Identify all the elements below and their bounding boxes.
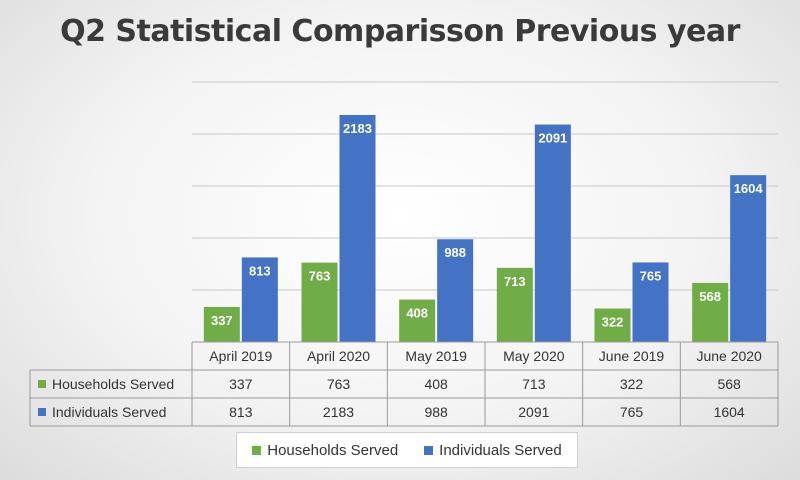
bar-households <box>301 262 338 342</box>
table-category-label: April 2019 <box>209 348 272 364</box>
table-category-label: June 2019 <box>599 348 665 364</box>
bar-individuals <box>632 262 669 342</box>
table-category-label: May 2020 <box>503 348 565 364</box>
data-label: 568 <box>699 289 721 304</box>
data-label: 2183 <box>343 121 372 136</box>
bar-individuals <box>437 239 474 342</box>
table-cell-value: 337 <box>229 376 253 392</box>
bar-individuals <box>339 114 376 342</box>
table-category-label: June 2020 <box>696 348 762 364</box>
data-label: 337 <box>211 313 233 328</box>
legend: Households Served Individuals Served <box>236 432 578 468</box>
table-cell-value: 2183 <box>323 404 354 420</box>
legend-label-households: Households Served <box>267 441 399 459</box>
table-cell-value: 988 <box>424 404 448 420</box>
table-cell-value: 1604 <box>714 404 745 420</box>
bar-individuals <box>534 124 571 342</box>
chart-title: Q2 Statistical Comparisson Previous year <box>60 14 740 49</box>
table-cell-value: 713 <box>522 376 546 392</box>
data-label: 988 <box>444 245 466 260</box>
bar-households <box>496 267 533 342</box>
data-label: 1604 <box>734 181 764 196</box>
legend-swatch-individuals <box>424 445 434 455</box>
data-label: 813 <box>249 263 271 278</box>
table-cell-value: 765 <box>620 404 644 420</box>
table-category-label: May 2019 <box>405 348 467 364</box>
table-series-label: Individuals Served <box>52 404 166 420</box>
bar-households <box>692 282 729 342</box>
table-series-label: Households Served <box>52 376 174 392</box>
bar-individuals <box>241 257 278 342</box>
table-legend-key <box>38 408 46 416</box>
data-label: 2091 <box>538 131 567 146</box>
data-label: 713 <box>504 274 526 289</box>
table-cell-value: 408 <box>424 376 448 392</box>
bar-households <box>399 299 436 342</box>
bar-households <box>594 308 631 342</box>
legend-swatch-households <box>252 445 262 455</box>
legend-item-individuals: Individuals Served <box>424 442 562 459</box>
data-label: 765 <box>640 268 662 283</box>
table-category-label: April 2020 <box>307 348 370 364</box>
data-label: 408 <box>406 306 428 321</box>
legend-item-households: Households Served <box>252 442 398 459</box>
legend-label-individuals: Individuals Served <box>439 441 562 459</box>
data-label: 763 <box>309 269 331 284</box>
table-cell-value: 763 <box>327 376 351 392</box>
table-cell-value: 813 <box>229 404 253 420</box>
table-cell-value: 568 <box>717 376 741 392</box>
bar-individuals <box>730 175 767 342</box>
data-label: 322 <box>602 315 624 330</box>
table-cell-value: 322 <box>620 376 644 392</box>
table-cell-value: 2091 <box>518 404 549 420</box>
bar-households <box>203 306 240 342</box>
table-legend-key <box>38 380 46 388</box>
